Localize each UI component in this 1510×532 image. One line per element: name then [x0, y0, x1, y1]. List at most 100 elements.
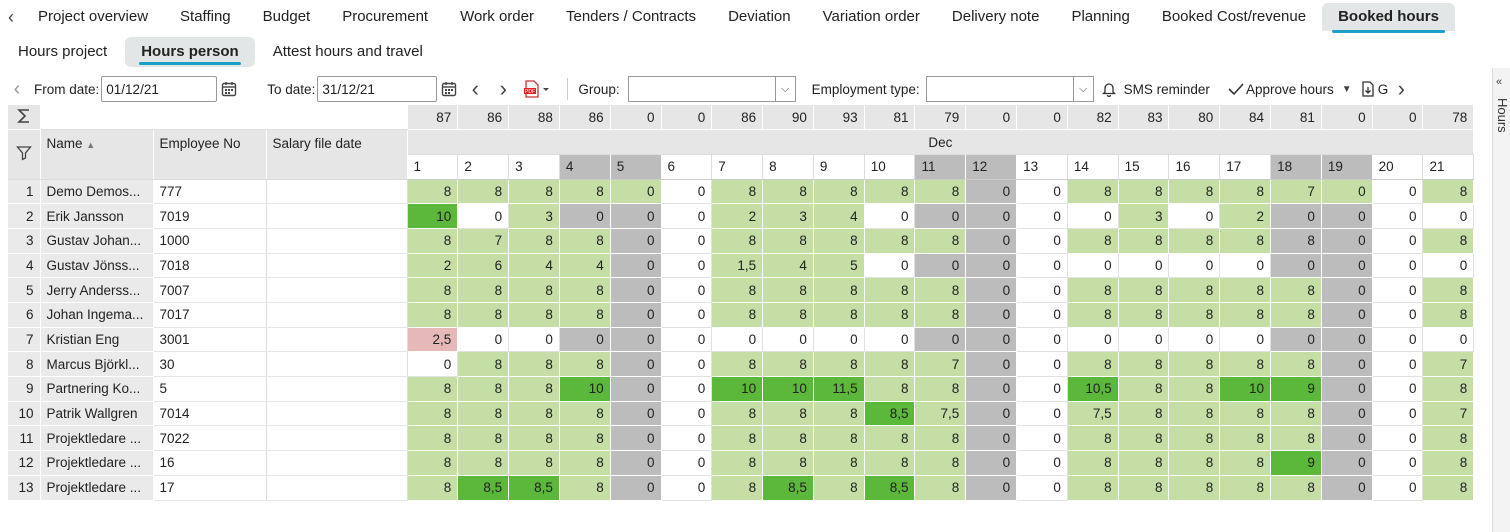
hours-cell[interactable]: 8: [457, 179, 510, 205]
employee-name-cell[interactable]: Marcus Björkl...: [40, 351, 154, 378]
hours-cell[interactable]: 0: [965, 425, 1018, 452]
hours-cell[interactable]: 8,5: [864, 475, 916, 501]
hours-cell[interactable]: 0: [661, 203, 713, 229]
hours-cell[interactable]: 8: [1118, 475, 1170, 501]
employee-name-cell[interactable]: Demo Demos...: [40, 179, 154, 205]
hours-cell[interactable]: 8: [711, 351, 764, 378]
tab-booked-hours[interactable]: Booked hours: [1322, 3, 1455, 33]
bell-icon[interactable]: [1094, 81, 1124, 97]
hours-cell[interactable]: 8: [914, 228, 967, 254]
hours-cell[interactable]: 0: [1321, 351, 1373, 378]
salary-file-date-cell[interactable]: [266, 351, 408, 378]
g-button-label[interactable]: G: [1377, 81, 1389, 97]
hours-cell[interactable]: 8: [457, 376, 510, 402]
hours-cell[interactable]: 8: [1067, 351, 1119, 378]
hours-cell[interactable]: 8: [407, 228, 459, 254]
hours-cell[interactable]: 0: [661, 450, 713, 476]
hours-cell[interactable]: 8: [457, 302, 510, 328]
hours-cell[interactable]: 9: [1270, 450, 1322, 476]
hours-cell[interactable]: 5: [813, 253, 865, 279]
hours-cell[interactable]: 0: [610, 203, 662, 229]
hours-cell[interactable]: 7: [457, 228, 510, 254]
hours-cell[interactable]: 8: [1219, 179, 1272, 205]
employee-no-cell[interactable]: 777: [153, 179, 267, 205]
hours-cell[interactable]: 8: [508, 302, 560, 328]
tab-delivery-note[interactable]: Delivery note: [951, 8, 1040, 25]
hours-cell[interactable]: 0: [1168, 253, 1221, 279]
hours-cell[interactable]: 0: [1422, 327, 1475, 353]
hours-cell[interactable]: 8: [1118, 228, 1170, 254]
hours-cell[interactable]: 8: [1067, 228, 1119, 254]
tab-tenders-contracts[interactable]: Tenders / Contracts: [566, 8, 697, 25]
day-header[interactable]: 17: [1219, 154, 1272, 180]
employee-no-cell[interactable]: 1000: [153, 228, 267, 254]
hours-cell[interactable]: 8: [813, 277, 865, 303]
hours-cell[interactable]: 8: [864, 376, 916, 402]
hours-cell[interactable]: 8: [711, 302, 764, 328]
hours-cell[interactable]: 8: [762, 277, 814, 303]
calendar-icon[interactable]: [437, 81, 461, 97]
salary-file-date-cell[interactable]: [266, 475, 408, 501]
hours-cell[interactable]: 0: [1016, 327, 1068, 353]
tab-planning[interactable]: Planning: [1071, 8, 1130, 25]
hours-cell[interactable]: 8: [1219, 351, 1272, 378]
table-row[interactable]: 9 Partnering Ko... 5 8 8 8 10 0 0 10 10 11,5 8 8 0 0 10,…: [8, 376, 1475, 402]
hours-cell[interactable]: 0: [1118, 253, 1170, 279]
hours-cell[interactable]: 8: [1219, 450, 1272, 476]
double-chevron-left-icon[interactable]: «: [1496, 76, 1503, 88]
hours-cell[interactable]: 0: [1270, 253, 1322, 279]
hours-cell[interactable]: 8: [508, 450, 560, 476]
hours-cell[interactable]: 0: [508, 327, 560, 353]
hours-cell[interactable]: 8: [1270, 401, 1322, 427]
hours-cell[interactable]: 8: [813, 425, 865, 452]
hours-cell[interactable]: 0: [965, 179, 1018, 205]
hours-cell[interactable]: 8: [559, 475, 611, 501]
hours-cell[interactable]: 0: [1016, 253, 1068, 279]
hours-cell[interactable]: 0: [1372, 228, 1424, 254]
employee-name-cell[interactable]: Gustav Jönss...: [40, 253, 154, 279]
tab-variation-order[interactable]: Variation order: [822, 8, 920, 25]
hours-cell[interactable]: 8: [1118, 425, 1170, 452]
sms-reminder-button[interactable]: SMS reminder: [1123, 81, 1210, 97]
hours-cell[interactable]: 0: [1067, 327, 1119, 353]
hours-cell[interactable]: 8: [407, 179, 459, 205]
hours-cell[interactable]: 8: [1270, 475, 1322, 501]
hours-cell[interactable]: 8: [407, 277, 459, 303]
hours-cell[interactable]: 8: [1422, 425, 1475, 452]
day-header[interactable]: 1: [407, 154, 459, 180]
group-select[interactable]: ⌵: [627, 76, 796, 102]
hours-cell[interactable]: 0: [1016, 425, 1068, 452]
table-row[interactable]: 8 Marcus Björkl... 30 0 8 8 8 0 0 8 8 8 8 7 0 0 8 8 8 8 8 0 0 7: [8, 351, 1475, 378]
tab-staffing[interactable]: Staffing: [180, 8, 231, 25]
hours-cell[interactable]: 8: [1219, 475, 1272, 501]
hours-cell[interactable]: 7: [1422, 401, 1475, 427]
hours-cell[interactable]: 8: [508, 351, 560, 378]
hours-cell[interactable]: 8: [1270, 228, 1322, 254]
employee-no-cell[interactable]: 3001: [153, 327, 267, 353]
hours-cell[interactable]: 0: [1168, 327, 1221, 353]
hours-cell[interactable]: 8: [559, 351, 611, 378]
hours-cell[interactable]: 2: [407, 253, 459, 279]
hours-cell[interactable]: 4: [762, 253, 814, 279]
sort-ascending-icon[interactable]: ▲: [86, 140, 96, 151]
table-row[interactable]: 5 Jerry Anderss... 7007 8 8 8 8 0 0 8 8 8 8 8 0 0 8 8 8 8 8 0…: [8, 277, 1475, 303]
day-header[interactable]: 5: [610, 154, 662, 180]
hours-cell[interactable]: 8: [1270, 277, 1322, 303]
hours-cell[interactable]: 3: [1118, 203, 1170, 229]
hours-cell[interactable]: 8: [457, 351, 510, 378]
hours-cell[interactable]: 0: [1321, 475, 1373, 501]
hours-cell[interactable]: 0: [661, 475, 713, 501]
hours-cell[interactable]: 8: [914, 302, 967, 328]
hours-cell[interactable]: 0: [813, 327, 865, 353]
hours-cell[interactable]: 0: [610, 327, 662, 353]
hours-cell[interactable]: 0: [711, 327, 764, 353]
table-row[interactable]: 10 Patrik Wallgren 7014 8 8 8 8 0 0 8 8 8 8,5 7,5 0 0 7,…: [8, 401, 1475, 427]
salary-file-date-cell[interactable]: [266, 179, 408, 205]
hours-cell[interactable]: 9: [1270, 376, 1322, 402]
hours-cell[interactable]: 0: [1067, 253, 1119, 279]
hours-cell[interactable]: 8: [1168, 376, 1221, 402]
name-column-header[interactable]: Name ▲: [40, 129, 154, 180]
hours-cell[interactable]: 4: [559, 253, 611, 279]
hours-cell[interactable]: 8: [711, 401, 764, 427]
hours-cell[interactable]: 8: [711, 450, 764, 476]
